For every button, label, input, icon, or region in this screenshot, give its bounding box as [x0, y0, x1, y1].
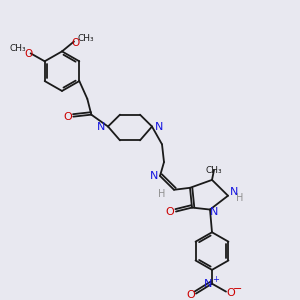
Text: N: N: [204, 279, 212, 289]
Text: N: N: [210, 206, 218, 217]
Text: N: N: [230, 187, 238, 197]
Text: H: H: [158, 189, 166, 199]
Text: O: O: [187, 290, 195, 300]
Text: H: H: [236, 193, 244, 203]
Text: CH₃: CH₃: [206, 166, 222, 175]
Text: N: N: [155, 122, 163, 131]
Text: CH₃: CH₃: [78, 34, 94, 43]
Text: O: O: [25, 50, 33, 59]
Text: O: O: [166, 206, 174, 217]
Text: N: N: [150, 171, 158, 181]
Text: O: O: [63, 112, 72, 122]
Text: CH₃: CH₃: [9, 44, 26, 53]
Text: −: −: [233, 284, 243, 294]
Text: O: O: [72, 38, 80, 47]
Text: O: O: [226, 288, 236, 298]
Text: +: +: [213, 275, 219, 284]
Text: N: N: [97, 122, 105, 131]
